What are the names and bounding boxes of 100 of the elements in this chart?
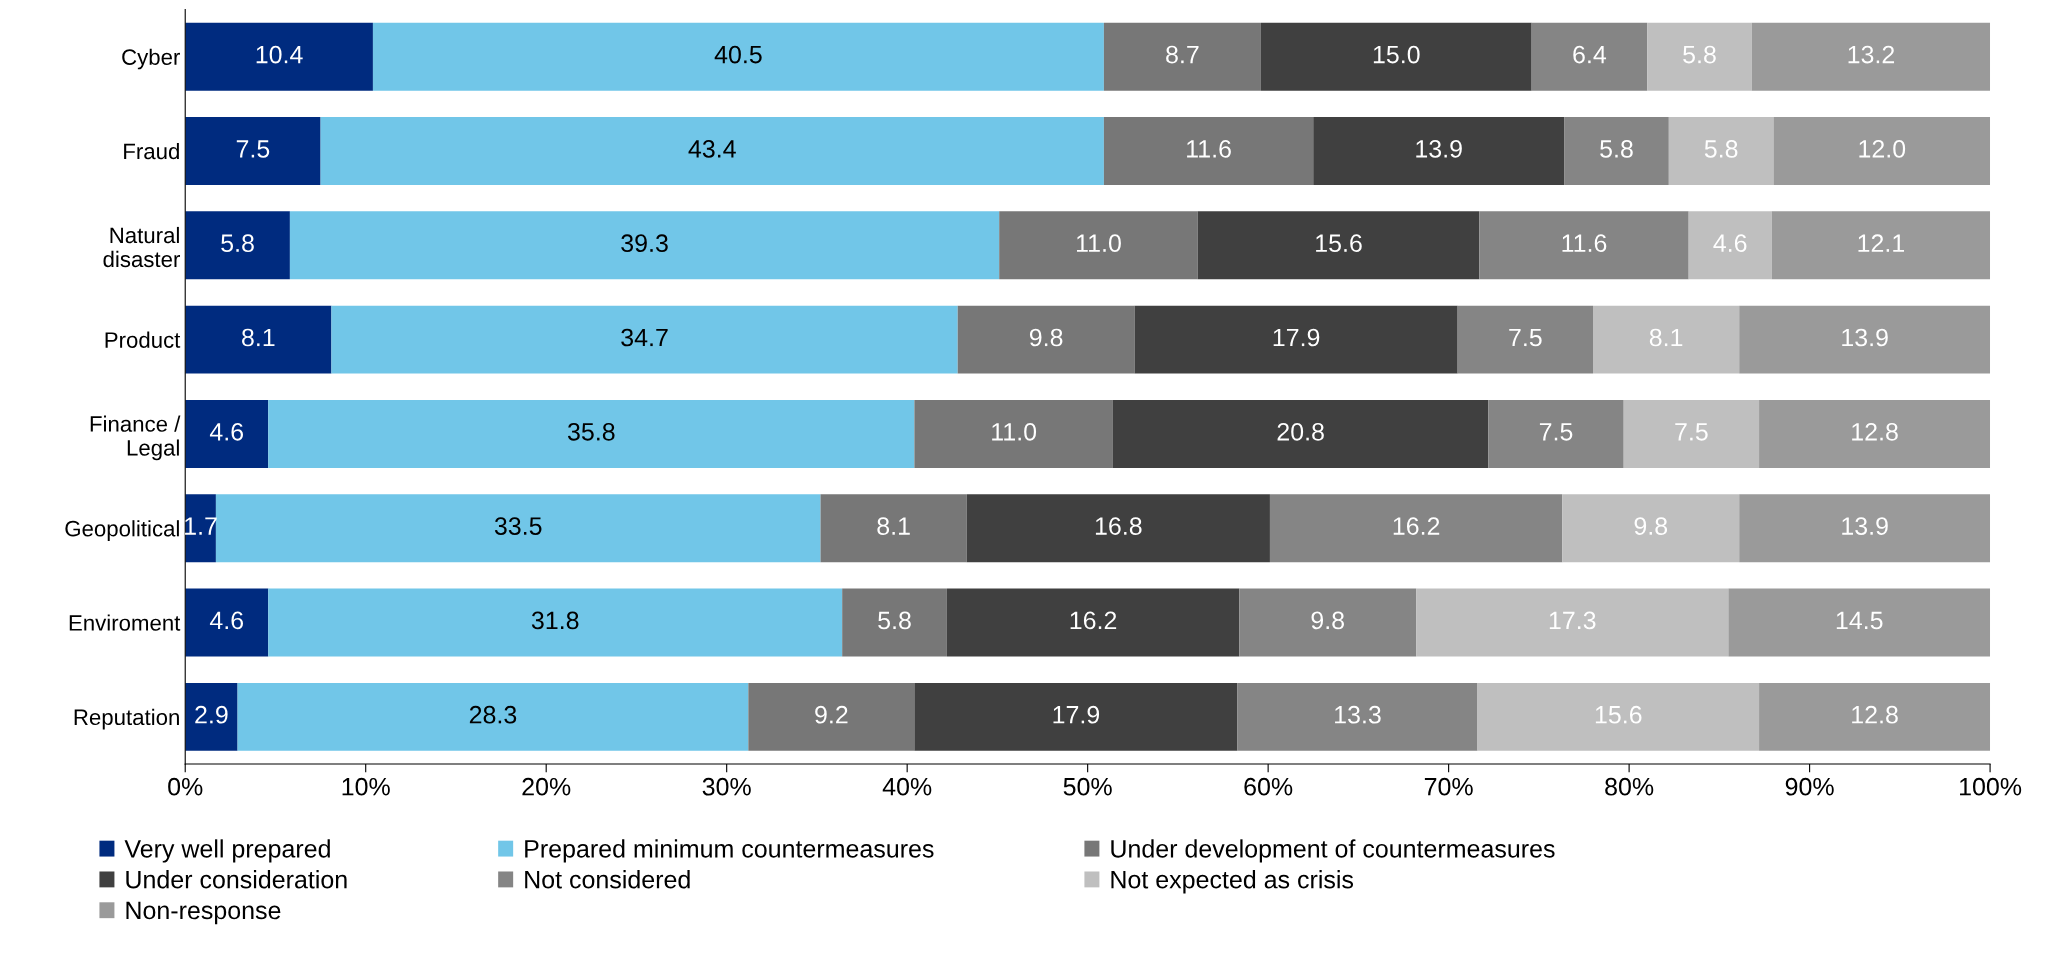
bar	[914, 682, 1238, 751]
bar	[185, 22, 373, 91]
data-label: 20.8	[1277, 422, 1324, 441]
data-label: 12.0	[1859, 140, 1906, 158]
x-tick-label: 70%	[1424, 777, 1473, 796]
bar	[946, 588, 1240, 657]
bar	[1239, 588, 1417, 657]
bar	[1531, 22, 1648, 91]
bar	[1739, 305, 1991, 374]
data-label: 33.5	[494, 517, 542, 535]
bar	[237, 682, 749, 751]
y-tick-label: Product	[105, 331, 181, 348]
data-label: 4.6	[209, 422, 244, 441]
legend-label: Not expected as crisis	[1111, 870, 1354, 894]
data-label: 5.8	[878, 611, 911, 630]
bar	[1562, 494, 1740, 563]
data-label: 5.8	[1683, 45, 1716, 64]
data-label: 31.8	[531, 611, 579, 630]
legend-label: Under development of countermeasures	[1111, 839, 1555, 863]
bar	[820, 494, 967, 563]
data-label: 11.0	[1076, 234, 1121, 253]
data-label: 9.2	[815, 705, 848, 724]
x-tick-label: 100%	[1960, 777, 2022, 796]
data-label: 12.1	[1858, 234, 1904, 252]
bar	[1759, 399, 1991, 468]
data-label: 13.9	[1416, 140, 1462, 158]
bar	[1771, 211, 1991, 280]
x-tick-label: 60%	[1244, 777, 1293, 796]
data-label: 11.6	[1562, 234, 1607, 253]
bar	[1477, 682, 1760, 751]
bar	[185, 588, 269, 657]
bar	[914, 399, 1113, 468]
x-tick-label: 30%	[702, 777, 751, 796]
data-label: 2.9	[195, 705, 228, 724]
bar	[331, 305, 958, 374]
bar	[185, 305, 332, 374]
data-label: 4.6	[209, 611, 244, 630]
bar	[1739, 494, 1991, 563]
legend-label: Very well prepared	[124, 839, 330, 863]
data-label: 10.4	[256, 45, 303, 64]
bar	[289, 211, 1000, 280]
bar	[1112, 399, 1489, 468]
data-label: 13.2	[1848, 45, 1895, 64]
bar	[1457, 305, 1594, 374]
data-label: 15.6	[1316, 234, 1362, 253]
data-label: 16.2	[1393, 517, 1440, 535]
data-label: 6.4	[1573, 45, 1607, 64]
data-label: 5.8	[1600, 140, 1633, 158]
x-tick-label: 10%	[342, 777, 390, 796]
data-label: 7.5	[236, 140, 270, 158]
bar	[268, 399, 915, 468]
bar	[1416, 588, 1729, 657]
data-label: 8.7	[1166, 45, 1199, 64]
bar	[268, 588, 843, 657]
legend-label: Not considered	[525, 870, 690, 889]
data-label: 13.9	[1842, 517, 1888, 535]
y-tick-label: Geopolitical	[65, 520, 179, 541]
data-label: 7.5	[1539, 423, 1573, 441]
bar	[1647, 22, 1752, 91]
bar	[1237, 682, 1478, 751]
data-label: 15.6	[1595, 705, 1642, 724]
x-tick-label: 50%	[1063, 777, 1112, 796]
y-tick-label: Finance / Legal	[90, 415, 181, 461]
bar	[185, 211, 290, 280]
data-label: 16.8	[1095, 517, 1142, 535]
x-tick-label: 40%	[882, 777, 932, 796]
bar	[1564, 117, 1669, 185]
bar	[1759, 682, 1991, 751]
data-label: 9.8	[1634, 517, 1668, 535]
bar	[1103, 117, 1314, 185]
data-label: 11.6	[1187, 140, 1231, 158]
y-tick-label: Fraud	[124, 142, 179, 160]
data-label: 17.3	[1549, 611, 1596, 630]
bar	[1103, 22, 1261, 91]
y-tick-label: Enviroment	[69, 614, 181, 631]
bar	[1688, 211, 1772, 280]
legend-label: Non-response	[126, 901, 281, 925]
data-label: 9.8	[1311, 611, 1344, 630]
bar	[185, 399, 269, 468]
bar	[842, 588, 947, 657]
data-label: 12.8	[1852, 705, 1898, 724]
data-label: 13.3	[1335, 705, 1381, 724]
y-tick-label: Cyber	[122, 48, 180, 70]
bar	[185, 682, 238, 751]
legend-label: Under consideration	[126, 870, 347, 889]
y-tick-label: Reputation	[74, 708, 179, 730]
data-label: 28.3	[469, 705, 517, 724]
data-label: 5.8	[221, 234, 254, 253]
x-tick-label: 0%	[168, 777, 203, 796]
data-label: 8.1	[242, 328, 275, 347]
data-label: 8.1	[1649, 328, 1683, 347]
bar	[215, 494, 821, 563]
data-label: 12.8	[1852, 422, 1898, 441]
bar	[748, 682, 915, 751]
bar	[1623, 399, 1760, 468]
bar	[1773, 117, 1991, 185]
data-label: 5.8	[1704, 140, 1738, 158]
data-label: 16.2	[1070, 611, 1117, 630]
bar	[372, 22, 1104, 91]
data-label: 7.5	[1675, 423, 1708, 441]
